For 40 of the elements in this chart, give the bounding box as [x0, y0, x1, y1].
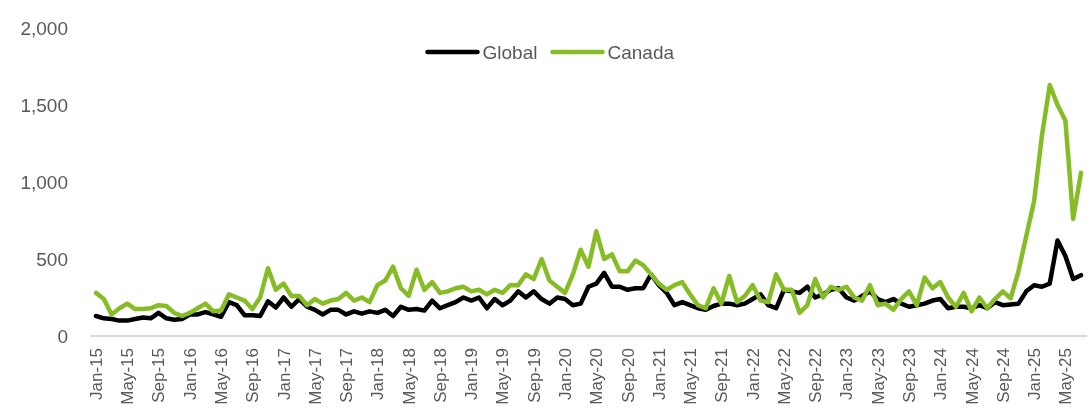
line-series: [93, 82, 1084, 319]
x-tick-label: Jan-23: [837, 348, 857, 400]
x-tick-label: May-21: [681, 348, 701, 405]
x-tick-label: Sep-17: [337, 348, 357, 403]
x-tick-label: Sep-19: [524, 348, 544, 403]
x-tick-label: Sep-23: [899, 348, 919, 403]
x-tick-label: May-15: [118, 348, 138, 405]
x-tick-label: Sep-18: [430, 348, 450, 403]
x-tick-label: Jan-25: [1025, 348, 1045, 400]
y-tick-label: 1,500: [20, 94, 68, 116]
x-tick-label: Jan-18: [368, 348, 388, 400]
x-tick-label: Jan-15: [86, 348, 106, 400]
x-tick-label: Jan-24: [931, 348, 951, 400]
y-tick-label: 2,000: [20, 17, 68, 39]
x-tick-label: Sep-16: [243, 348, 263, 403]
x-tick-label: May-20: [587, 348, 607, 405]
x-tick-label: Jan-21: [649, 348, 669, 400]
x-tick-label: May-24: [962, 348, 982, 405]
x-tick-label: May-16: [212, 348, 232, 405]
legend-label: Canada: [607, 41, 675, 63]
x-tick-label: Sep-21: [712, 348, 732, 403]
legend-label: Global: [482, 41, 538, 63]
y-tick-label: 1,000: [20, 171, 68, 193]
x-tick-label: Jan-17: [274, 348, 294, 400]
x-tick-label: May-17: [305, 348, 325, 405]
y-tick-label: 500: [36, 248, 68, 270]
x-tick-label: May-25: [1056, 348, 1076, 405]
x-tick-label: Jan-16: [180, 348, 200, 400]
x-tick-label: May-22: [774, 348, 794, 405]
x-tick-label: May-19: [493, 348, 513, 405]
x-tick-label: Sep-24: [993, 348, 1013, 403]
x-tick-label: Jan-22: [743, 348, 763, 400]
x-tick-label: Jan-19: [462, 348, 482, 400]
x-tick-label: Sep-20: [618, 348, 638, 403]
x-tick-label: May-18: [399, 348, 419, 405]
x-tick-label: Sep-15: [149, 348, 169, 403]
y-tick-label: 0: [57, 325, 68, 347]
x-tick-label: May-23: [868, 348, 888, 405]
x-tick-label: Sep-22: [806, 348, 826, 403]
x-tick-label: Jan-20: [556, 348, 575, 400]
